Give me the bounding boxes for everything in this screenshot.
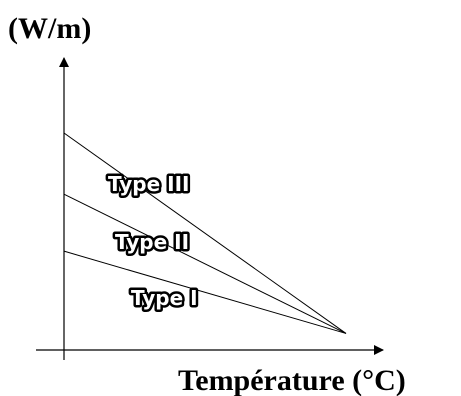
series-label-type-ii: Type II [115,230,189,254]
axes [36,57,384,360]
y-axis-title: (W/m) [8,12,91,45]
series-label-type-iii: Type III [108,172,189,196]
series-label-type-i: Type I [131,286,198,310]
series-lines [63,132,347,334]
series-line-type-iii [63,132,347,334]
series-line-type-i [63,250,347,334]
series-labels: Type III Type II Type I [106,170,201,313]
x-axis-title: Température (°C) [178,364,406,396]
series-line-type-ii [63,193,347,334]
